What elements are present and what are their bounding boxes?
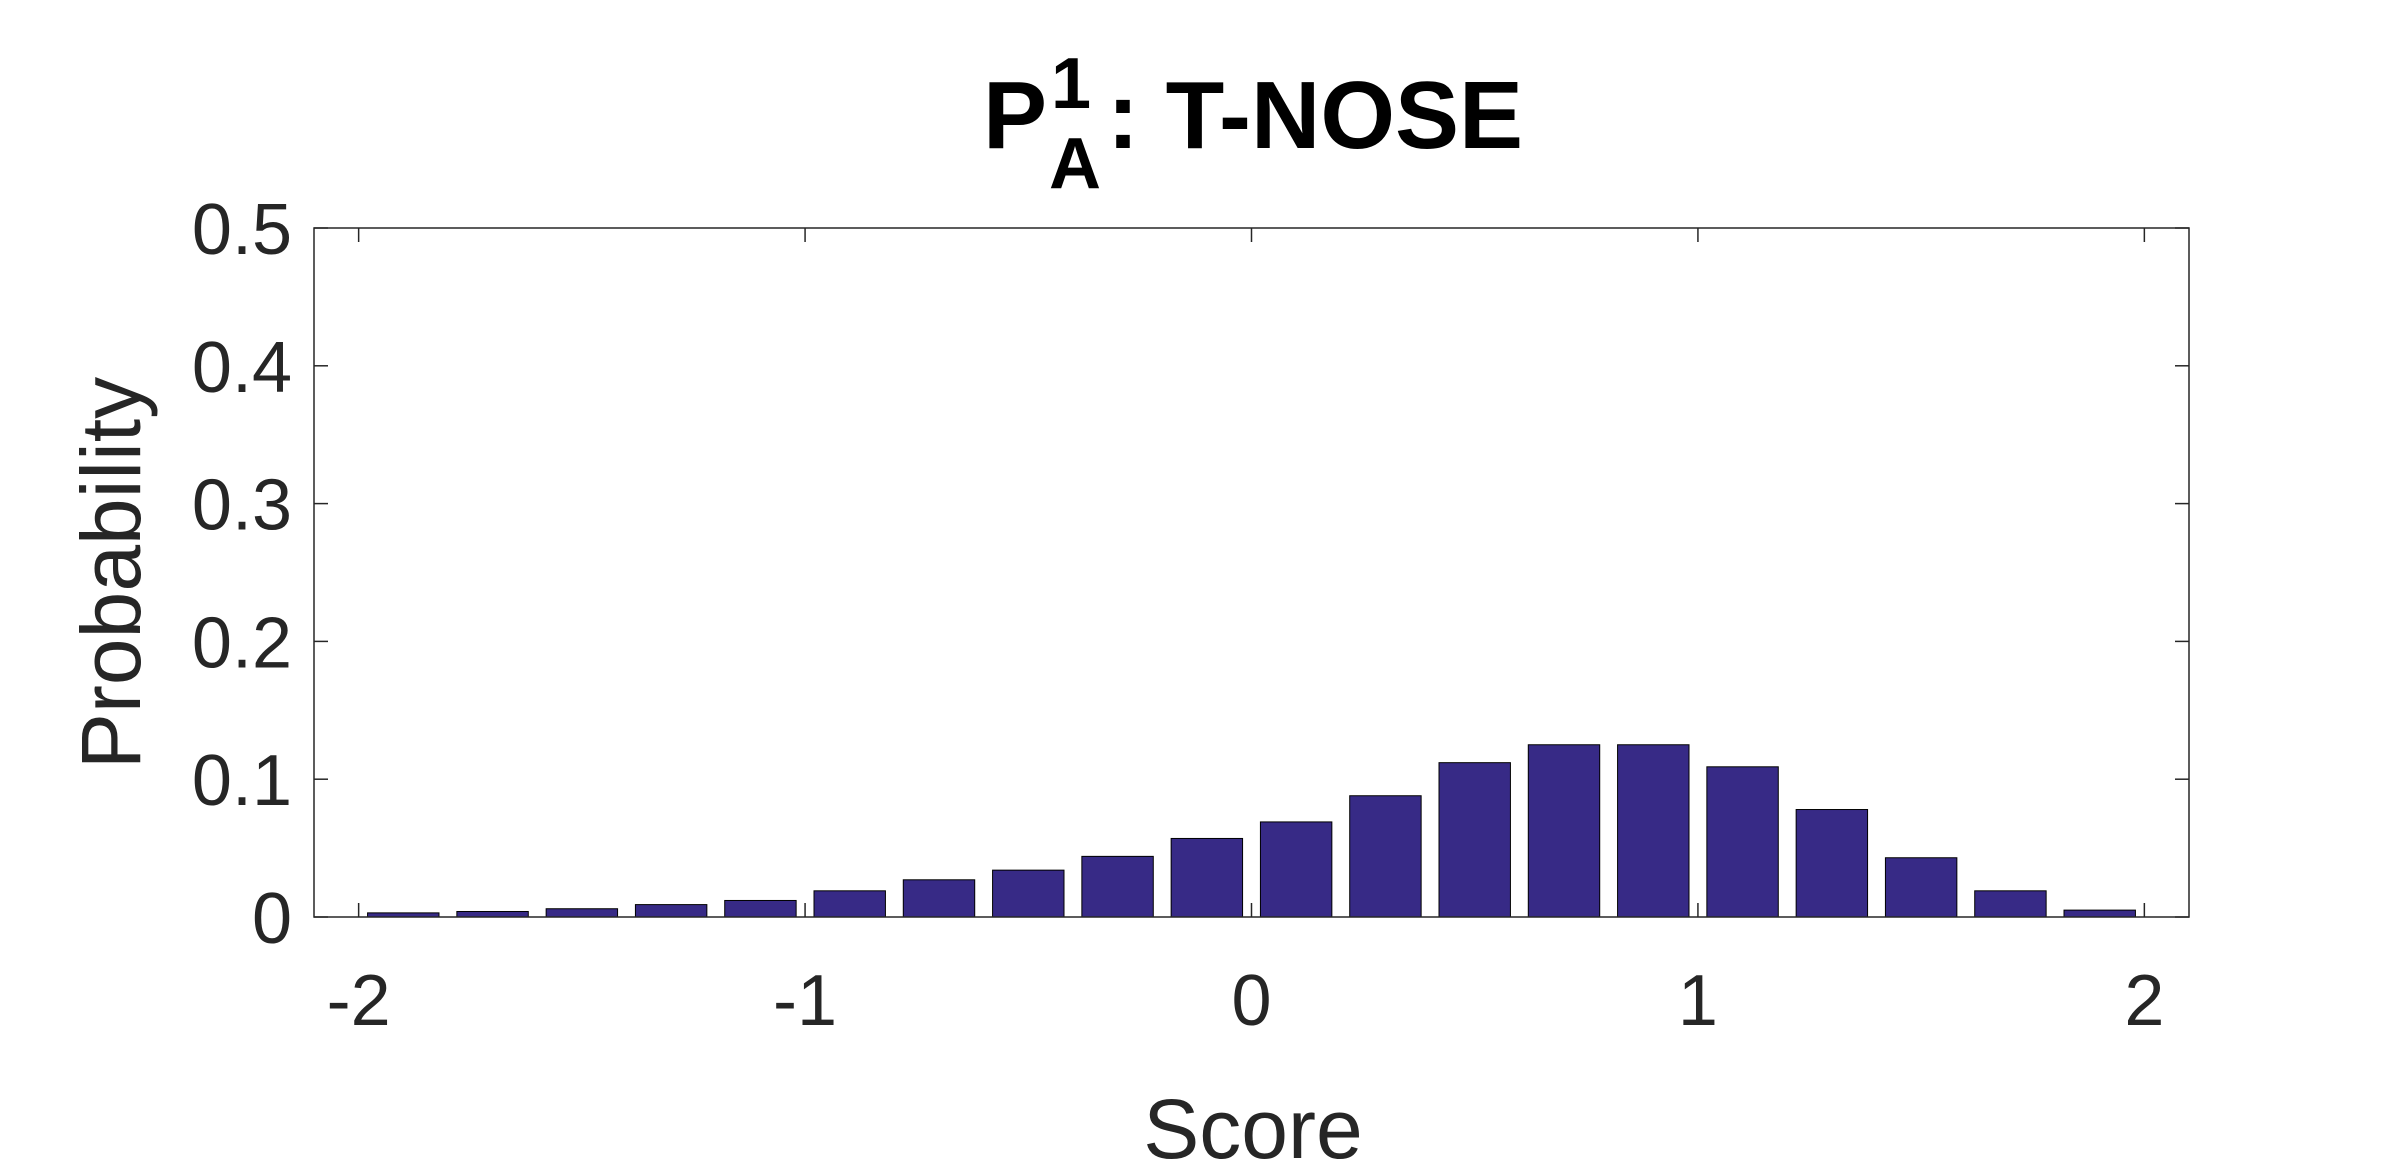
y-tick-label: 0.2 bbox=[192, 603, 292, 683]
x-axis-title: Score bbox=[1143, 1082, 1362, 1172]
bar bbox=[1170, 837, 1244, 918]
bar bbox=[456, 910, 529, 918]
bar bbox=[724, 899, 797, 918]
y-tick-label: 0 bbox=[252, 879, 292, 959]
x-tick-label: -2 bbox=[327, 961, 391, 1041]
bar bbox=[1438, 762, 1511, 918]
y-axis-ticks: 0 0.1 0.2 0.3 0.4 0.5 bbox=[192, 190, 2189, 959]
bar bbox=[902, 879, 976, 918]
y-tick-label: 0.5 bbox=[192, 190, 292, 270]
y-tick-label: 0.4 bbox=[192, 328, 292, 408]
x-tick-label: -1 bbox=[773, 961, 837, 1041]
bar bbox=[1527, 744, 1601, 918]
bar bbox=[1081, 855, 1154, 918]
chart-title-rest: : T-NOSE bbox=[1107, 62, 1523, 169]
bar bbox=[1349, 795, 1422, 918]
x-tick-label: 0 bbox=[1231, 961, 1271, 1041]
y-tick-label: 0.1 bbox=[192, 741, 292, 821]
bar bbox=[992, 869, 1065, 918]
bar bbox=[634, 904, 708, 918]
bar bbox=[1259, 821, 1333, 918]
bars bbox=[367, 744, 2136, 918]
bar bbox=[1706, 766, 1779, 918]
chart-title-subscript: A bbox=[1049, 124, 1101, 204]
x-tick-label: 1 bbox=[1678, 961, 1718, 1041]
bar bbox=[1974, 890, 2047, 918]
bar bbox=[813, 890, 886, 918]
bar bbox=[1617, 744, 1690, 918]
chart-title: P1 A: T-NOSE bbox=[983, 44, 1523, 204]
plot-background bbox=[314, 228, 2189, 917]
bar bbox=[2063, 909, 2136, 918]
chart-title-base: P bbox=[983, 62, 1047, 169]
y-axis-title: Probability bbox=[64, 377, 158, 769]
x-axis-ticks: -2 -1 0 1 2 bbox=[327, 228, 2164, 1041]
bar bbox=[1795, 809, 1869, 918]
bar bbox=[1884, 857, 1958, 918]
y-tick-label: 0.3 bbox=[192, 466, 292, 546]
chart-title-superscript: 1 bbox=[1051, 44, 1091, 124]
plot-area bbox=[314, 228, 2189, 917]
bar bbox=[545, 908, 619, 918]
x-tick-label: 2 bbox=[2124, 961, 2164, 1041]
